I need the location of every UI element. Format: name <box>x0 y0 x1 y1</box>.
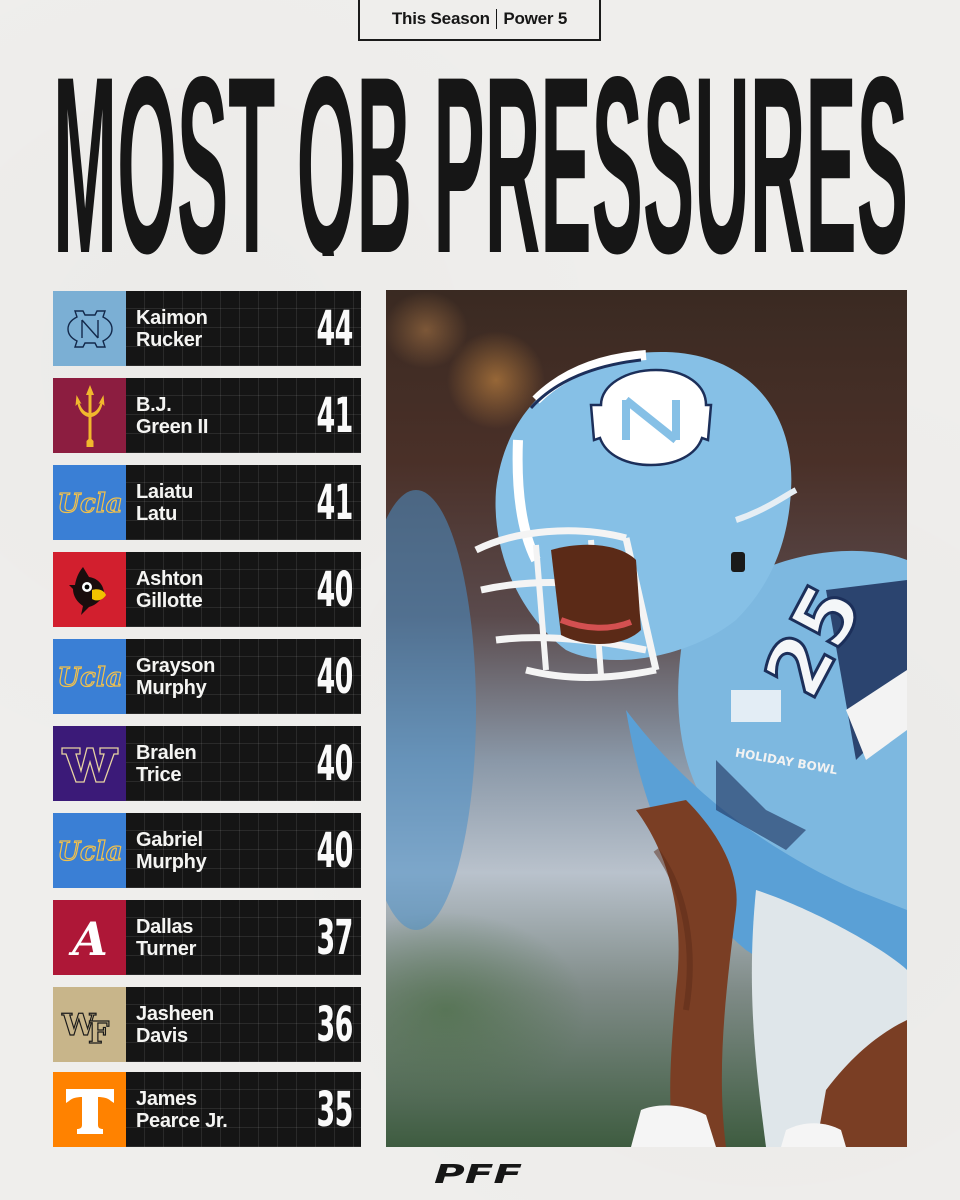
player-first-name: Gabriel <box>136 828 203 851</box>
player-name: Ashton Gillotte <box>136 568 203 612</box>
player-first-name: Ashton <box>136 567 204 590</box>
player-last-name: Murphy <box>136 676 207 699</box>
washington-w-logo <box>53 726 126 801</box>
player-name: Gabriel Murphy <box>136 828 207 873</box>
pressure-count: 40 <box>316 561 354 618</box>
player-name: Bralen Trice <box>136 741 197 786</box>
pressure-count: 44 <box>316 300 354 357</box>
player-info: Bralen Trice 40 <box>126 726 361 801</box>
leaderboard-row: Ashton Gillotte 40 <box>53 552 361 627</box>
pressure-count: 40 <box>316 822 354 879</box>
svg-text:Ucla: Ucla <box>57 489 122 519</box>
leaderboard-row: James Pearce Jr. 35 <box>53 1072 361 1147</box>
player-info: Kaimon Rucker 44 <box>126 291 361 366</box>
player-info: Gabriel Murphy 40 <box>126 813 361 888</box>
season-filter-tag: This Season Power 5 <box>358 0 601 41</box>
leaderboard-row: Bralen Trice 40 <box>53 726 361 801</box>
player-illustration: 25 HOLIDAY BOWL <box>386 350 907 1147</box>
player-info: Laiatu Latu 41 <box>126 465 361 540</box>
player-info: James Pearce Jr. 35 <box>126 1072 361 1147</box>
tennessee-t-logo <box>53 1072 126 1147</box>
player-last-name: Latu <box>136 502 178 525</box>
tag-divider <box>495 8 498 29</box>
svg-text:A: A <box>68 913 108 963</box>
player-last-name: Pearce Jr. <box>136 1109 228 1132</box>
leaderboard-row: Kaimon Rucker 44 <box>53 291 361 366</box>
player-info: Jasheen Davis 36 <box>126 987 361 1062</box>
wake-forest-wf-logo: W F <box>53 987 126 1062</box>
asu-pitchfork-logo <box>53 378 126 453</box>
leaderboard-row: Ucla Laiatu Latu 41 <box>53 465 361 540</box>
scope-label: Power 5 <box>503 8 568 28</box>
ucla-script-logo: Ucla <box>53 465 126 540</box>
player-name: B.J. Green II <box>136 394 208 438</box>
pff-wordmark: PFF <box>434 1161 522 1187</box>
ucla-script-logo: Ucla <box>53 813 126 888</box>
player-info: B.J. Green II 41 <box>126 378 361 453</box>
pressure-count: 41 <box>316 474 354 531</box>
player-first-name: B.J. <box>136 393 172 416</box>
leaderboard-row: W F Jasheen Davis 36 <box>53 987 361 1062</box>
player-first-name: Kaimon <box>136 306 208 329</box>
svg-text:W: W <box>61 1008 97 1043</box>
player-name: Kaimon Rucker <box>136 307 208 351</box>
player-first-name: Dallas <box>136 915 194 938</box>
player-last-name: Turner <box>136 937 197 960</box>
leaderboard-row: B.J. Green II 41 <box>53 378 361 453</box>
timeframe-label: This Season <box>391 8 490 28</box>
player-photo: 25 HOLIDAY BOWL <box>386 290 907 1147</box>
title-text: MOST QB PRESSURES <box>53 64 908 256</box>
player-name: Dallas Turner <box>136 916 196 960</box>
svg-text:Ucla: Ucla <box>57 837 122 867</box>
alabama-script-a-logo: A <box>53 900 126 975</box>
svg-text:PFF: PFF <box>434 1161 522 1187</box>
player-first-name: Bralen <box>136 741 197 764</box>
louisville-cardinal-logo <box>53 552 126 627</box>
player-name: Laiatu Latu <box>136 481 193 525</box>
leaderboard-row: Ucla Grayson Murphy 40 <box>53 639 361 714</box>
ucla-script-logo: Ucla <box>53 639 126 714</box>
svg-text:Ucla: Ucla <box>57 663 122 693</box>
player-last-name: Rucker <box>136 328 203 351</box>
pressure-count: 41 <box>316 387 354 444</box>
player-last-name: Green II <box>136 415 209 438</box>
page-title: MOST QB PRESSURES <box>53 64 908 256</box>
player-last-name: Murphy <box>136 850 207 873</box>
player-name: James Pearce Jr. <box>136 1088 228 1132</box>
svg-text:F: F <box>88 1016 109 1047</box>
pressure-count: 35 <box>316 1081 354 1138</box>
player-first-name: James <box>136 1087 197 1110</box>
svg-text:MOST QB PRESSURES: MOST QB PRESSURES <box>53 64 908 256</box>
player-info: Ashton Gillotte 40 <box>126 552 361 627</box>
pressure-count: 36 <box>316 996 354 1053</box>
pressure-count: 37 <box>316 909 354 966</box>
player-last-name: Trice <box>136 763 182 786</box>
player-name: Grayson Murphy <box>136 655 215 699</box>
pressure-count: 40 <box>316 735 354 792</box>
player-info: Dallas Turner 37 <box>126 900 361 975</box>
player-last-name: Davis <box>136 1024 188 1047</box>
leaderboard-row: A Dallas Turner 37 <box>53 900 361 975</box>
unc-interlock-logo <box>53 291 126 366</box>
player-info: Grayson Murphy 40 <box>126 639 361 714</box>
player-last-name: Gillotte <box>136 589 203 612</box>
player-first-name: Grayson <box>136 654 216 677</box>
pff-logo: PFF <box>432 1161 524 1187</box>
leaderboard-row: Ucla Gabriel Murphy 40 <box>53 813 361 888</box>
player-first-name: Laiatu <box>136 480 194 503</box>
player-name: Jasheen Davis <box>136 1003 214 1047</box>
player-first-name: Jasheen <box>136 1002 214 1025</box>
pressure-count: 40 <box>316 648 354 705</box>
